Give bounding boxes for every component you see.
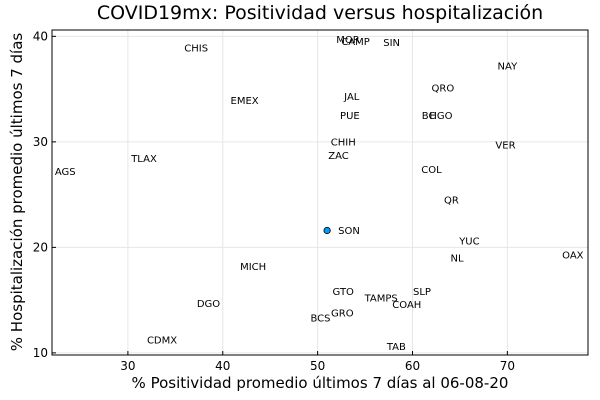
state-label-tamps: TAMPS	[364, 294, 398, 305]
state-label-tlax: TLAX	[130, 154, 157, 165]
state-label-nay: NAY	[498, 61, 519, 72]
x-axis-label: % Positividad promedio últimos 7 días al…	[132, 374, 509, 392]
plot-frame	[51, 29, 589, 356]
state-label-sin: SIN	[383, 38, 400, 49]
state-label-cdmx: CDMX	[147, 336, 177, 347]
y-tick-label: 20	[33, 240, 48, 254]
state-label-ver: VER	[495, 141, 515, 152]
y-tick-label: 10	[33, 346, 48, 360]
axis-ticks: 30 40 50 60 70 10 20 30 40	[33, 29, 515, 373]
chart-title: COVID19mx: Positividad versus hospitaliz…	[97, 2, 543, 24]
state-label-nl: NL	[451, 253, 464, 264]
state-label-chis: CHIS	[184, 43, 208, 54]
y-tick-label: 30	[33, 135, 48, 149]
state-label-dgo: DGO	[197, 299, 220, 310]
state-label-jal: JAL	[343, 92, 360, 103]
x-tick-label: 60	[405, 359, 420, 373]
grid-lines	[52, 30, 588, 355]
x-tick-label: 70	[500, 359, 515, 373]
state-label-mich: MICH	[240, 262, 266, 273]
y-tick-label: 40	[33, 29, 48, 43]
highlight-point-son	[323, 226, 331, 235]
state-label-ags: AGS	[55, 167, 76, 178]
x-tick-label: 40	[215, 359, 230, 373]
state-label-pue: PUE	[340, 111, 360, 122]
state-label-col: COL	[421, 165, 442, 176]
state-label-mor: MOR	[336, 35, 359, 46]
highlight-markers: SON	[323, 226, 360, 237]
state-label-emex: EMEX	[231, 96, 259, 107]
state-label-qro: QRO	[432, 84, 455, 95]
state-label-gro: GRO	[331, 308, 354, 319]
state-label-camp: CAMP	[341, 37, 369, 48]
state-label-qr: QR	[444, 195, 459, 206]
state-label-gto: GTO	[333, 287, 355, 298]
state-label-chih: CHIH	[331, 137, 356, 148]
state-label-oax: OAX	[562, 250, 584, 261]
state-label-bc: BC	[422, 111, 436, 122]
x-tick-label: 30	[120, 359, 135, 373]
x-tick-label: 50	[310, 359, 325, 373]
highlight-label-son: SON	[338, 226, 360, 237]
state-label-yuc: YUC	[458, 237, 479, 248]
state-label-tab: TAB	[386, 342, 406, 353]
state-label-bcs: BCS	[310, 314, 330, 325]
state-label-hgo: HGO	[429, 111, 452, 122]
y-axis-label: % Hospitalización promedio últimos 7 día…	[8, 33, 26, 352]
state-label-coah: COAH	[392, 300, 421, 311]
state-label-zac: ZAC	[328, 151, 349, 162]
state-label-slp: SLP	[413, 287, 431, 298]
